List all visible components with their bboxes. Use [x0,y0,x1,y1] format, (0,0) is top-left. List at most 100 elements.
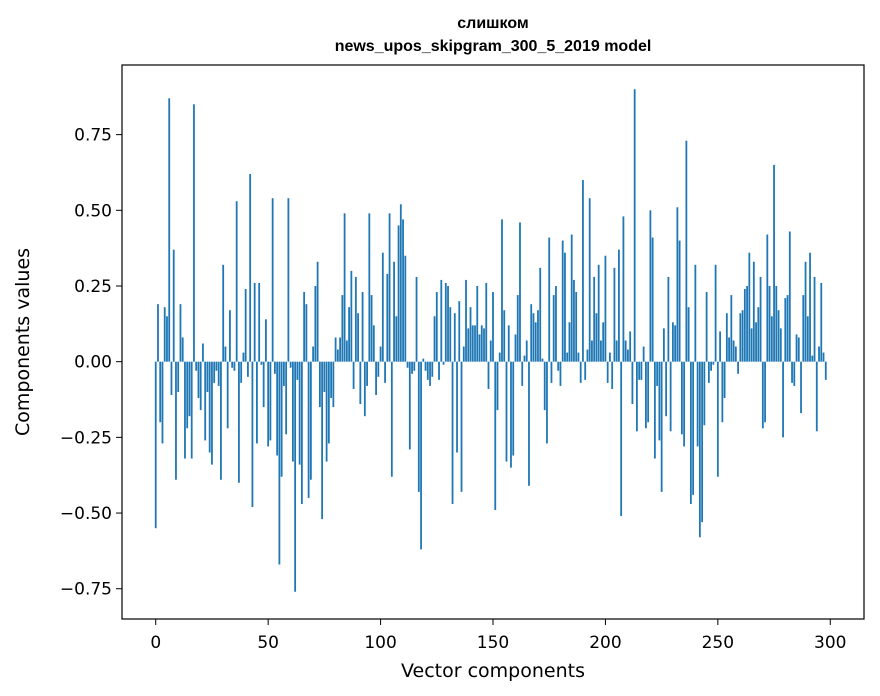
bar [426,361,429,380]
bar [354,276,357,362]
bar [314,285,317,362]
bar [692,361,695,495]
bar [530,304,533,362]
bar [274,361,276,374]
bar [229,310,231,362]
bar [525,340,528,362]
bar [698,361,701,538]
bar [280,361,283,477]
bar [656,361,659,386]
bar [627,349,629,362]
bar [478,334,481,362]
bar [712,361,715,365]
bar [251,361,254,507]
bar [775,285,778,362]
bar [510,361,512,468]
bar [249,173,252,362]
bar [514,334,517,362]
bar [645,361,647,429]
bar [269,361,272,441]
bar [181,337,184,362]
bar [696,361,699,447]
bar [220,361,222,480]
bar [665,361,668,417]
bar [485,282,488,362]
bar [440,279,443,362]
bar [759,276,762,362]
bar [233,361,236,371]
bar [602,322,605,362]
bar [818,346,820,362]
bar [622,216,625,362]
bar [548,237,551,362]
bar [782,361,784,438]
bar [474,325,476,362]
bar [811,355,814,362]
x-tick-label: 300 [814,633,846,653]
bar [415,276,418,362]
bar [224,346,227,362]
bar [170,361,173,395]
bar [703,361,706,426]
y-tick-label: 0.00 [74,353,112,373]
plot-frame [121,64,865,620]
bar [159,361,162,423]
bar [568,322,571,362]
bar [575,292,578,362]
bar [732,340,735,362]
bar [822,352,825,362]
bar [296,361,299,380]
x-axis-ticks: 0 50 100 150 200 250 300 [150,619,846,653]
bar [247,361,249,377]
bar [707,361,710,383]
bar [685,140,688,362]
y-axis-label: Components values [12,248,34,436]
bar [683,361,686,447]
bar [345,340,348,362]
bar [813,276,816,362]
bar [534,322,537,362]
bar [653,361,656,459]
bar [757,307,760,362]
y-tick-label: 0.75 [74,126,112,146]
bar [728,337,730,362]
bar [341,295,344,362]
bar [723,361,726,399]
bar [422,358,425,362]
bar [332,361,335,408]
bar [395,316,398,362]
bar [591,340,593,362]
bar [424,361,427,371]
bar [550,361,553,383]
bar [262,361,265,408]
bar [546,361,548,444]
bar [278,361,281,565]
y-tick-label: −0.50 [60,504,112,524]
bar [620,361,623,517]
bar [501,219,503,362]
bar [447,285,449,362]
bar [512,361,515,456]
bar [543,361,546,411]
bar [256,361,258,444]
bar [238,361,240,483]
bar [507,325,510,362]
bar [325,361,328,462]
y-axis-ticks: −0.75 −0.50 −0.25 0.00 0.25 0.50 0.75 [60,126,122,600]
y-tick-label: −0.25 [60,428,112,448]
bar [584,361,587,380]
bar [411,361,413,374]
bar [211,361,213,465]
bar [240,361,243,383]
bar [761,361,764,429]
bar [336,349,339,362]
bar [725,313,728,362]
chart-title: слишком [457,15,528,32]
bar [372,325,375,362]
bar [260,361,263,365]
bar [806,316,809,362]
bar [788,231,791,362]
bar [710,361,712,371]
bar [303,292,306,362]
bar [467,328,470,362]
